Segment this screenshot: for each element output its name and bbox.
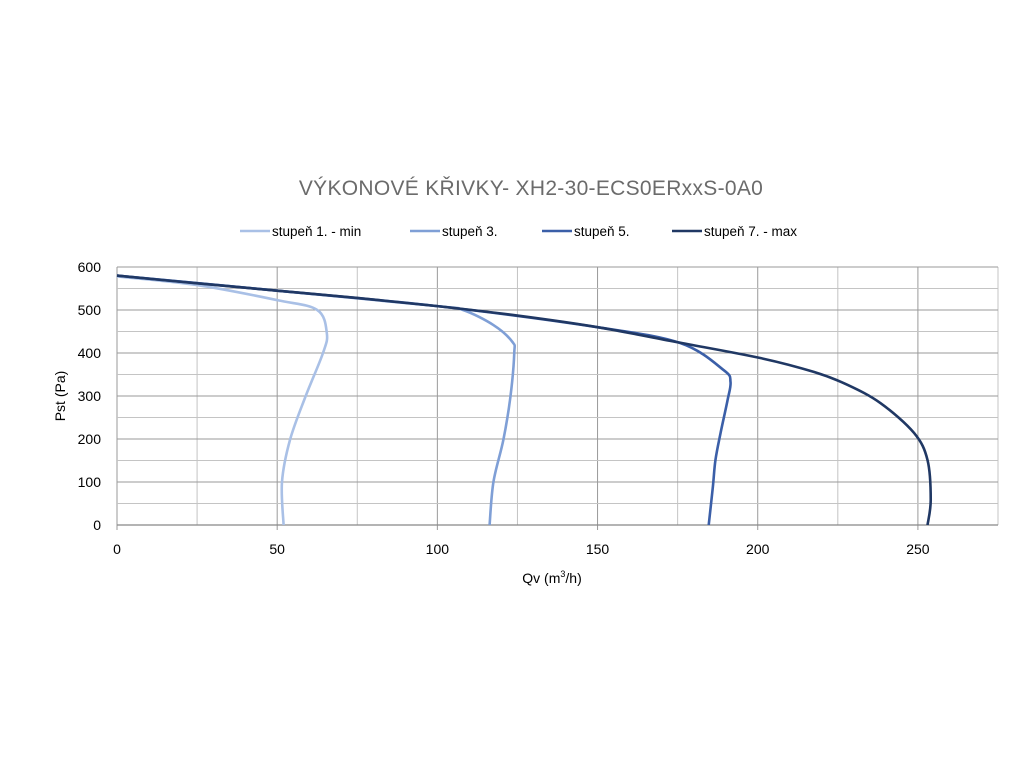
x-tick-label: 150 — [586, 541, 610, 557]
series-lines — [116, 274, 933, 526]
y-tick-label: 0 — [93, 517, 101, 533]
legend-label: stupeň 5. — [574, 224, 630, 239]
tick-labels: 0 50 100 150 200 250 0 100 200 300 400 500 600 — [78, 259, 930, 557]
y-tick-label: 300 — [78, 388, 102, 404]
series-line — [116, 274, 517, 526]
legend-label: stupeň 1. - min — [272, 224, 361, 239]
y-tick-label: 600 — [78, 259, 102, 275]
series-line — [116, 274, 933, 526]
y-tick-label: 400 — [78, 345, 102, 361]
grid — [116, 266, 999, 530]
series-line — [116, 275, 329, 526]
y-axis-label: Pst (Pa) — [52, 371, 68, 422]
legend-label: stupeň 3. — [442, 224, 498, 239]
legend-label: stupeň 7. - max — [704, 224, 797, 239]
legend: stupeň 1. - min stupeň 3. stupeň 5. stupeň … — [240, 224, 797, 239]
x-tick-label: 100 — [426, 541, 450, 557]
x-tick-label: 250 — [906, 541, 930, 557]
series-line — [116, 274, 732, 526]
x-tick-label: 0 — [113, 541, 121, 557]
y-tick-label: 100 — [78, 474, 102, 490]
y-tick-label: 500 — [78, 302, 102, 318]
x-tick-label: 50 — [269, 541, 285, 557]
chart-title: VÝKONOVÉ KŘIVKY- XH2-30-ECS0ERxxS-0A0 — [299, 177, 763, 200]
x-tick-label: 200 — [746, 541, 770, 557]
y-tick-label: 200 — [78, 431, 102, 447]
x-axis-label: Qv (m3/h) — [522, 569, 581, 586]
